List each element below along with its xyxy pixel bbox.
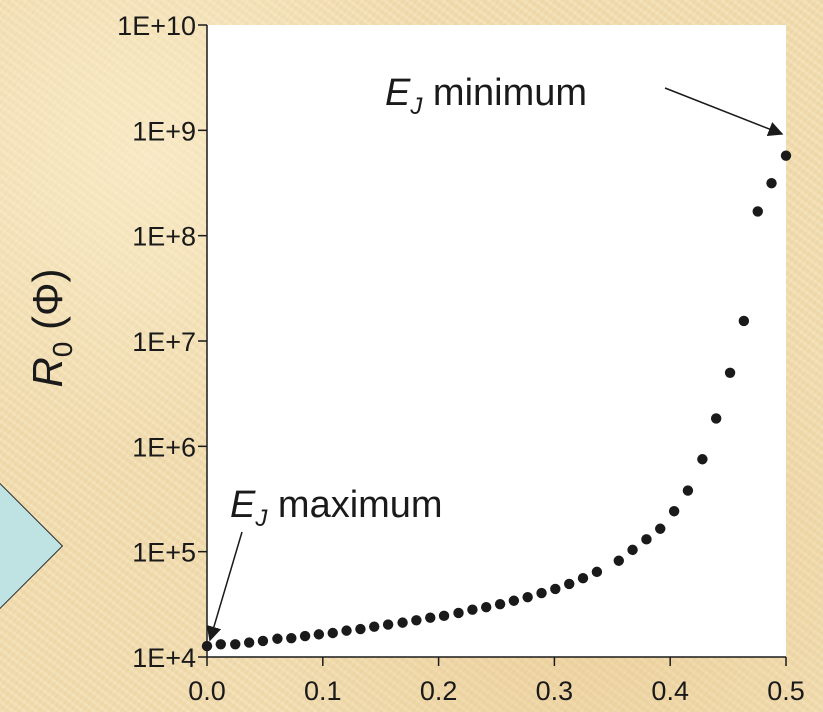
x-axis-ticks: 0.0 0.1 0.2 0.3 0.4 0.5	[188, 657, 805, 706]
data-points	[201, 150, 792, 652]
data-point	[480, 602, 492, 613]
data-point	[494, 599, 506, 610]
data-point	[215, 639, 226, 650]
data-point	[257, 635, 269, 647]
data-point	[780, 150, 792, 161]
y-tick-label: 1E+9	[132, 116, 196, 146]
x-tick-label: 0.4	[651, 676, 689, 706]
x-tick-label: 0.5	[767, 676, 805, 706]
data-point	[752, 206, 763, 217]
data-point	[522, 591, 533, 603]
data-point	[286, 632, 297, 644]
x-tick-label: 0.3	[536, 676, 574, 706]
y-axis-ticks: 1E+4 1E+5 1E+6 1E+7 1E+8 1E+9 1E+10	[117, 11, 207, 673]
data-point	[724, 367, 736, 379]
data-point	[697, 454, 708, 465]
data-point	[591, 566, 603, 578]
data-point	[453, 607, 464, 619]
y-tick-label: 1E+4	[132, 643, 196, 673]
data-point	[369, 621, 380, 632]
data-point	[411, 615, 422, 626]
data-point	[613, 555, 624, 566]
data-point	[682, 485, 694, 496]
data-point	[438, 610, 450, 622]
data-point	[766, 177, 777, 189]
data-point	[299, 630, 311, 642]
y-tick-label: 1E+7	[132, 327, 196, 357]
data-point	[627, 544, 638, 556]
data-point	[710, 413, 722, 424]
y-tick-label: 1E+6	[132, 432, 196, 462]
y-axis-label: R0 (Φ)	[24, 268, 78, 387]
data-point	[425, 612, 436, 623]
data-point	[313, 629, 325, 640]
annotation-arrow-maximum	[206, 531, 243, 642]
data-point	[564, 578, 575, 590]
data-point	[327, 627, 338, 639]
data-point	[536, 587, 547, 599]
data-point	[508, 595, 520, 606]
y-tick-label: 1E+10	[117, 11, 196, 41]
data-point	[341, 625, 352, 636]
data-point	[230, 639, 241, 650]
data-point	[641, 534, 652, 545]
data-point	[550, 583, 561, 595]
data-point	[382, 619, 394, 630]
y-tick-label: 1E+5	[132, 538, 196, 568]
data-point	[201, 640, 213, 652]
data-point	[355, 623, 366, 635]
annotation-ej-minimum: EJ minimum	[385, 72, 587, 120]
y-tick-label: 1E+8	[132, 222, 196, 252]
data-point	[577, 572, 589, 584]
data-point	[738, 315, 750, 327]
plot-area	[207, 25, 786, 657]
x-tick-label: 0.1	[304, 676, 342, 706]
data-point	[243, 637, 255, 648]
annotation-ej-maximum: EJ maximum	[230, 484, 443, 532]
x-tick-label: 0.0	[188, 676, 226, 706]
data-point	[272, 633, 283, 644]
data-point	[668, 506, 680, 517]
x-tick-label: 0.2	[420, 676, 458, 706]
data-point	[397, 617, 408, 628]
data-point	[655, 523, 666, 534]
annotation-arrow-minimum	[664, 87, 784, 137]
data-point	[467, 604, 478, 615]
